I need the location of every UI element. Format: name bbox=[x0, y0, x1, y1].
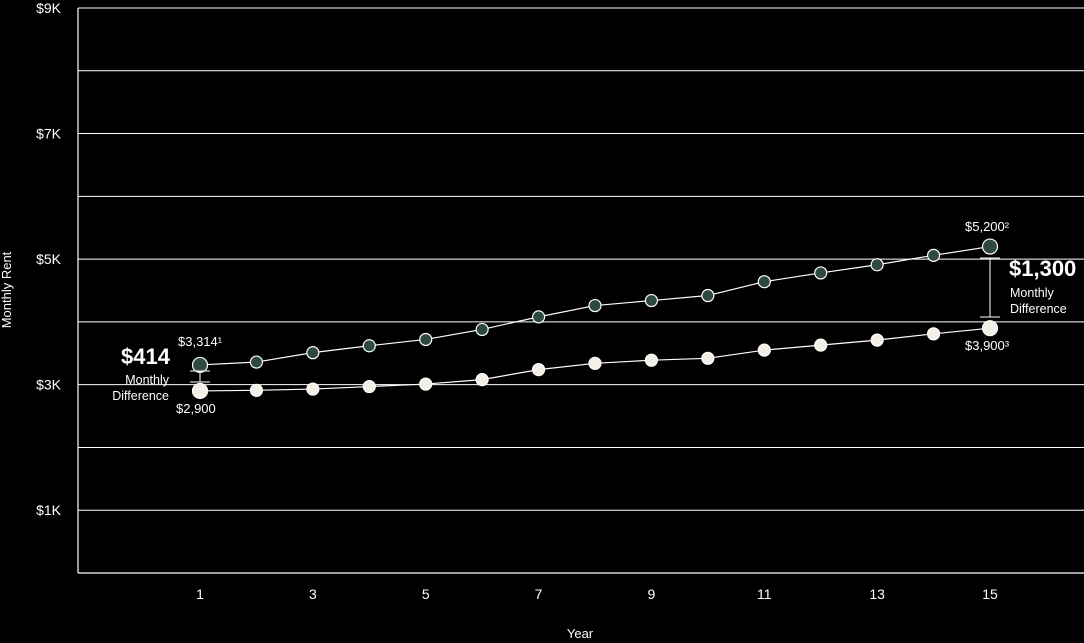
data-point bbox=[644, 293, 659, 308]
data-point bbox=[757, 343, 771, 357]
data-point bbox=[362, 379, 376, 394]
x-tick-label: 15 bbox=[982, 586, 998, 602]
data-point bbox=[588, 298, 602, 313]
label-lower-end: $3,900³ bbox=[965, 338, 1010, 353]
data-point bbox=[306, 346, 320, 360]
data-point bbox=[475, 373, 489, 387]
data-point bbox=[249, 383, 264, 397]
y-tick-label: $7K bbox=[36, 126, 62, 142]
data-point bbox=[531, 363, 546, 377]
difference-end-label-1: Monthly bbox=[1010, 286, 1055, 300]
y-tick-label: $9K bbox=[36, 0, 62, 16]
data-point bbox=[191, 356, 209, 374]
x-tick-label: 3 bbox=[309, 586, 317, 602]
x-tick-labels: 1 3 5 7 9 11 13 15 bbox=[196, 586, 998, 602]
difference-end-label-2: Difference bbox=[1010, 302, 1067, 316]
data-point bbox=[926, 248, 941, 262]
data-point bbox=[249, 355, 264, 369]
data-point bbox=[644, 353, 659, 367]
x-tick-label: 5 bbox=[422, 586, 430, 602]
difference-end-value: $1,300 bbox=[1009, 256, 1076, 281]
data-point bbox=[757, 275, 771, 289]
difference-bracket-end bbox=[980, 257, 1000, 318]
data-point bbox=[306, 382, 320, 396]
data-point bbox=[419, 377, 433, 391]
label-lower-start: $2,900 bbox=[176, 401, 216, 416]
x-axis-title: Year bbox=[567, 626, 594, 641]
x-tick-label: 9 bbox=[648, 586, 656, 602]
y-tick-labels: $1K $3K $5K $7K $9K bbox=[36, 0, 62, 518]
y-tick-label: $3K bbox=[36, 377, 62, 393]
data-point bbox=[475, 322, 489, 337]
y-tick-label: $1K bbox=[36, 502, 62, 518]
difference-start-value: $414 bbox=[121, 344, 171, 369]
data-point bbox=[981, 238, 999, 255]
difference-start-label-1: Monthly bbox=[125, 373, 170, 387]
y-tick-label: $5K bbox=[36, 251, 62, 267]
gridlines bbox=[78, 7, 1084, 511]
x-tick-label: 7 bbox=[535, 586, 543, 602]
data-point bbox=[814, 266, 828, 280]
x-tick-label: 13 bbox=[869, 586, 885, 602]
data-point bbox=[701, 288, 715, 303]
label-upper-end: $5,200² bbox=[965, 219, 1010, 234]
data-point bbox=[362, 339, 376, 353]
x-tick-label: 1 bbox=[196, 586, 204, 602]
data-point bbox=[870, 258, 884, 272]
data-point bbox=[870, 333, 884, 347]
data-point bbox=[191, 382, 209, 400]
difference-start-label-2: Difference bbox=[112, 389, 169, 403]
data-point bbox=[419, 332, 433, 347]
difference-bracket-start bbox=[190, 370, 210, 383]
data-point bbox=[531, 310, 546, 324]
data-point bbox=[814, 338, 828, 352]
y-axis-title: Monthly Rent bbox=[0, 251, 14, 328]
axes bbox=[77, 8, 1084, 574]
annotations: Year Monthly Rent $3,314¹ $2,900 $5,200²… bbox=[0, 219, 1076, 641]
data-point bbox=[981, 320, 999, 337]
data-point bbox=[701, 351, 715, 365]
x-tick-label: 11 bbox=[757, 586, 772, 602]
data-point bbox=[588, 356, 602, 370]
label-upper-start: $3,314¹ bbox=[178, 334, 223, 349]
series bbox=[191, 238, 999, 400]
data-point bbox=[926, 327, 941, 341]
